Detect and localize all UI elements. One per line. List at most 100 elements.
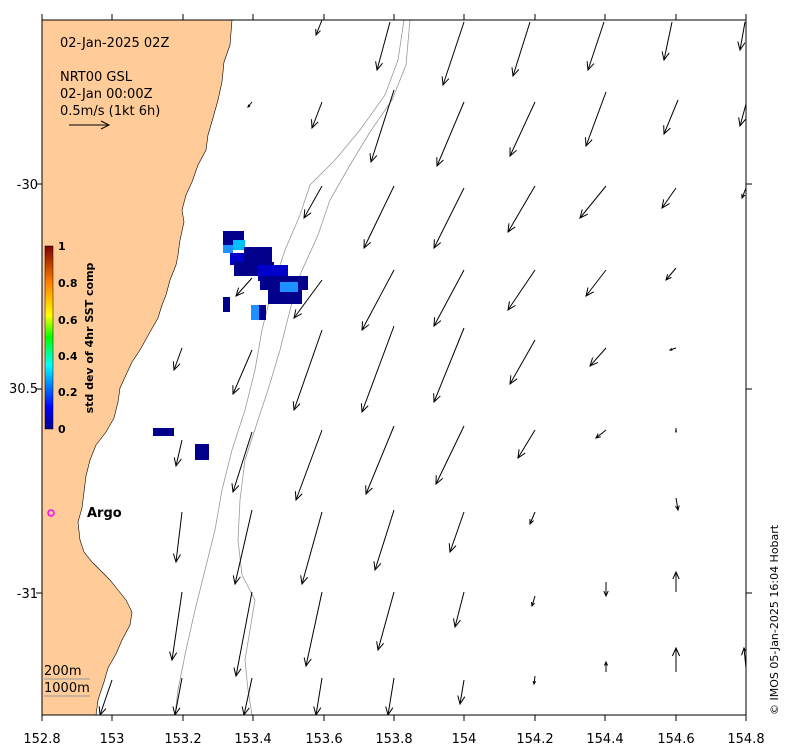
current-arrowhead	[457, 695, 466, 706]
current-arrow	[235, 591, 253, 677]
current-arrow	[509, 339, 536, 385]
contour-1000m	[237, 20, 411, 715]
x-tick-label: 154.4	[586, 732, 623, 747]
x-tick-label: 154.6	[657, 732, 694, 747]
current-arrowhead	[674, 505, 680, 512]
current-arrowhead	[365, 485, 373, 496]
current-arrowhead	[311, 119, 319, 130]
current-arrow	[175, 439, 183, 467]
y-tick-label: -31	[17, 587, 38, 602]
contour-200m	[174, 20, 405, 715]
current-arrowhead	[172, 553, 181, 564]
current-arrow	[433, 187, 465, 249]
current-arrow	[234, 509, 253, 585]
current-arrowhead	[453, 618, 461, 629]
x-tick-label: 153.2	[164, 732, 201, 747]
current-arrowhead	[233, 667, 242, 678]
plot-area	[42, 20, 746, 715]
current-arrow	[370, 89, 395, 163]
current-arrow	[374, 509, 395, 571]
current-arrowhead	[448, 543, 457, 554]
imos-credit: © IMOS 05-Jan-2025 16:04 Hobart	[768, 524, 781, 715]
current-arrow	[232, 349, 253, 395]
current-arrow	[174, 677, 183, 715]
current-arrow	[433, 269, 465, 327]
current-arrowhead	[441, 76, 450, 87]
colorbar-tick: 0	[58, 423, 66, 436]
current-arrowhead	[303, 657, 312, 668]
current-arrow	[433, 327, 465, 403]
current-arrow	[171, 591, 183, 661]
current-arrow	[507, 185, 536, 233]
current-arrowhead	[603, 660, 609, 666]
current-arrowhead	[361, 321, 370, 332]
current-arrow	[585, 269, 607, 297]
current-arrow	[509, 101, 536, 157]
current-arrowhead	[738, 117, 746, 128]
current-arrowhead	[433, 317, 442, 328]
x-tick-label: 153.6	[305, 732, 342, 747]
current-arrowhead	[433, 239, 442, 250]
colorbar-tick: 0.6	[58, 314, 78, 327]
current-arrowhead	[674, 430, 678, 434]
current-arrowhead	[303, 209, 312, 220]
x-tick-label: 153.8	[375, 732, 412, 747]
y-tick-label: 30.5	[9, 382, 38, 397]
current-vector-field	[98, 20, 746, 715]
current-arrowhead	[585, 287, 594, 297]
current-arrow	[587, 21, 605, 71]
y-tick-label: -30	[17, 178, 38, 193]
depth-label-200m: 200m	[44, 664, 81, 679]
current-arrowhead	[661, 51, 670, 62]
current-arrowhead	[241, 706, 250, 715]
x-tick-label: 152.8	[23, 732, 60, 747]
current-arrow	[529, 511, 536, 525]
current-arrow	[303, 185, 323, 219]
colorbar: 1 0.8 0.6 0.4 0.2 0 std dev of 4hr SST c…	[44, 240, 96, 436]
current-arrow	[436, 101, 465, 167]
current-arrowhead	[232, 575, 241, 586]
current-arrow	[293, 279, 323, 319]
current-arrowhead	[360, 403, 369, 414]
current-arrowhead	[172, 706, 181, 715]
current-arrow	[435, 425, 465, 485]
current-arrowhead	[665, 274, 672, 281]
colorbar-label: std dev of 4hr SST comp	[83, 262, 96, 413]
map-title: 02-Jan-2025 02Z	[60, 36, 169, 51]
colorbar-tick: 1	[58, 240, 66, 253]
current-arrowhead	[741, 646, 746, 656]
current-arrow	[295, 429, 323, 501]
x-tick-label: 154	[452, 732, 477, 747]
current-arrow	[739, 21, 746, 51]
current-arrow	[315, 20, 323, 36]
current-arrowhead	[315, 28, 321, 37]
current-arrowhead	[663, 125, 671, 136]
current-arrowhead	[672, 570, 680, 580]
current-arrow	[365, 425, 395, 495]
current-arrowhead	[232, 385, 240, 396]
current-arrowhead	[173, 457, 182, 468]
current-arrow	[235, 277, 253, 297]
current-arrow	[376, 21, 391, 71]
current-arrow	[387, 677, 395, 715]
current-arrowhead	[603, 590, 609, 598]
current-arrowhead	[300, 575, 308, 586]
current-arrowhead	[661, 199, 670, 209]
current-arrowhead	[595, 433, 601, 439]
x-tick-label: 154.8	[727, 732, 764, 747]
x-tick-label: 154.2	[516, 732, 553, 747]
current-arrowhead	[529, 518, 534, 526]
product-time: 02-Jan 00:00Z	[60, 87, 153, 102]
x-tick-label: 153.4	[234, 732, 271, 747]
current-arrowhead	[293, 309, 302, 319]
current-arrow	[517, 429, 536, 459]
current-arrow	[663, 99, 679, 135]
current-arrow	[663, 21, 673, 61]
current-arrow	[361, 269, 395, 331]
current-arrowhead	[532, 680, 537, 686]
current-arrow	[363, 185, 395, 249]
current-arrowhead	[98, 706, 107, 715]
colorbar-tick: 0.8	[58, 277, 78, 290]
current-arrowhead	[235, 287, 245, 297]
